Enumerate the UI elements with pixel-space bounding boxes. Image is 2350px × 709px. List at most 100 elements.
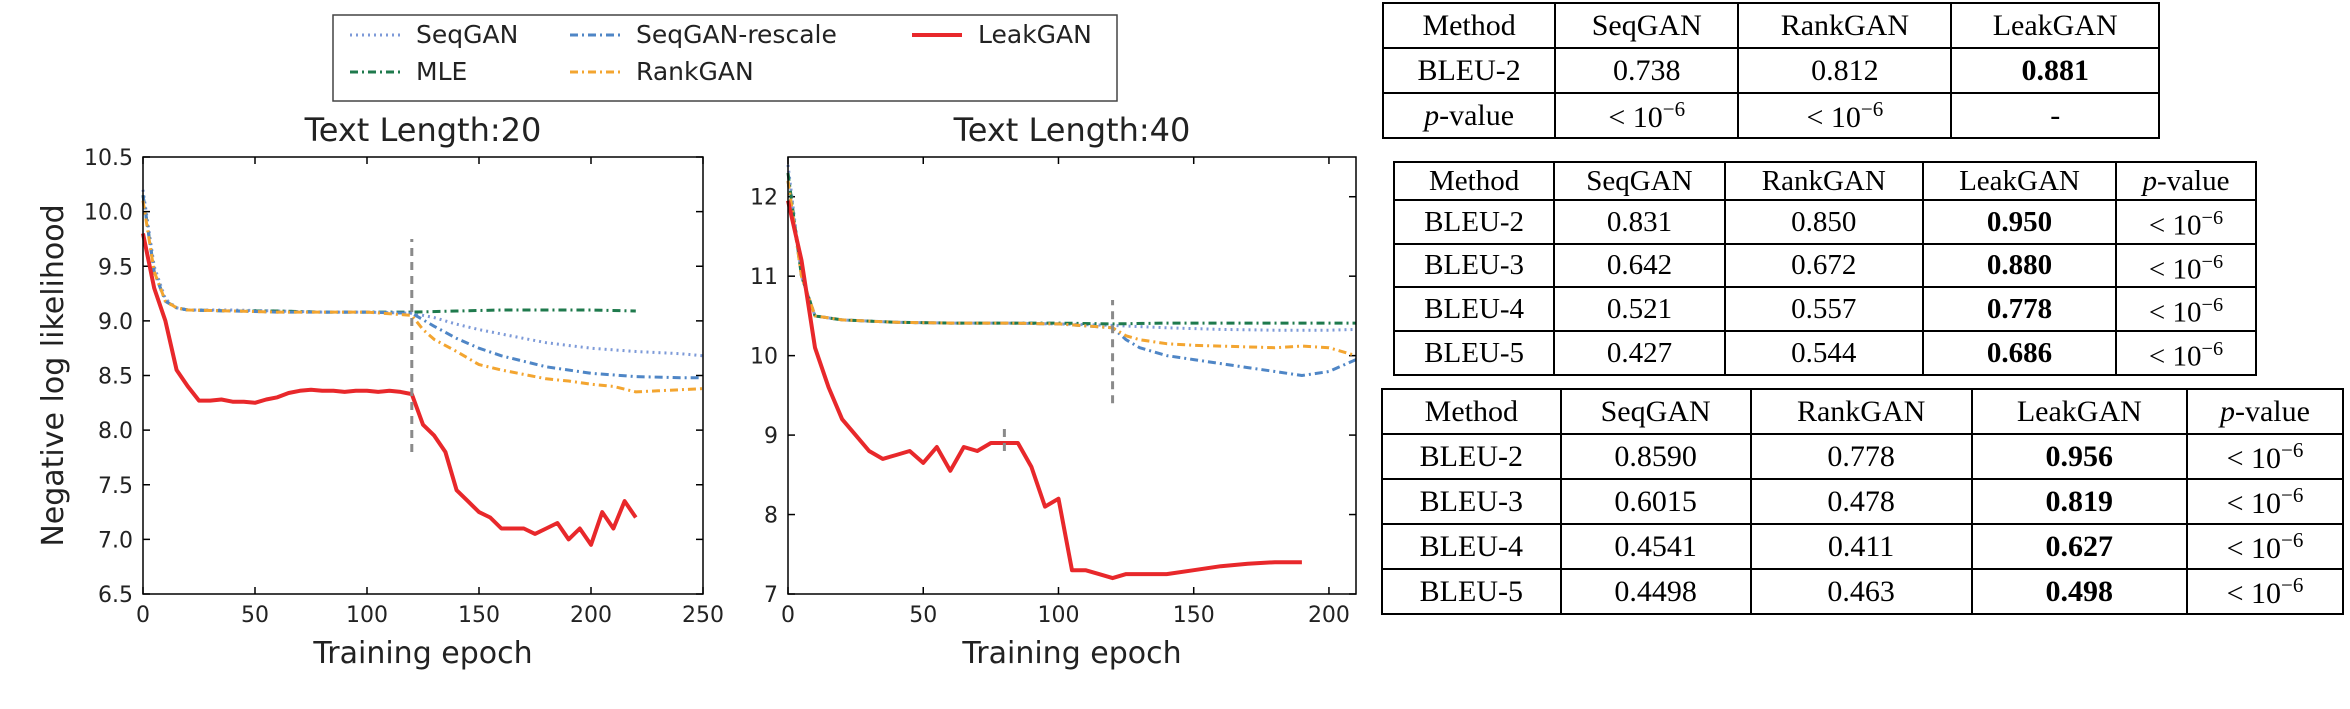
header-cell: p-value (2185, 388, 2345, 435)
legend-label-rankgan: RankGAN (636, 57, 754, 86)
series-mle-line (141, 194, 636, 314)
x-axis-label: Training epoch (961, 636, 1181, 671)
row-label: BLEU-5 (1381, 568, 1562, 615)
legend-box (332, 14, 1118, 102)
table-row: BLEU-2 0.831 0.850 0.950 < 10−6 (1392, 199, 2257, 245)
y-tick-label: 11 (750, 265, 778, 290)
table-cell: 0.4498 (1559, 568, 1752, 615)
table-row: p-value < 10−6 < 10−6- (1381, 92, 2160, 139)
table-cell: 0.686 (1921, 329, 2118, 376)
legend-label-mle: MLE (416, 57, 467, 86)
legend-label-seqgan: SeqGAN (416, 20, 518, 49)
table-cell: < 10−6 (2185, 523, 2345, 570)
table-row: BLEU-5 0.4498 0.463 0.498 < 10−6 (1381, 568, 2345, 615)
table-cell: 0.812 (1737, 47, 1953, 94)
table-cell: < 10−6 (1554, 92, 1740, 139)
table-row: BLEU-2 0.8590 0.778 0.956 < 10−6 (1381, 433, 2345, 480)
table-cell: 0.463 (1749, 568, 1973, 615)
table-cell: 0.627 (1970, 523, 2188, 570)
series-rankgan-line (141, 200, 704, 394)
y-tick-label: 10.5 (84, 146, 133, 171)
table-cell: 0.880 (1921, 242, 2118, 289)
table-cell: 0.478 (1749, 478, 1973, 525)
table-cell: 0.819 (1970, 478, 2188, 525)
plot-frame (787, 156, 1357, 595)
table-cell: 0.778 (1921, 286, 2118, 332)
x-axis-label: Training epoch (312, 636, 532, 671)
y-tick-label: 12 (750, 186, 778, 211)
table-cell: < 10−6 (1737, 92, 1953, 139)
table-row: BLEU-3 0.6015 0.478 0.819 < 10−6 (1381, 478, 2345, 525)
table-cell: < 10−6 (2115, 286, 2257, 332)
chart-title: Text Length:40 (953, 111, 1191, 149)
header-cell: Method (1381, 388, 1562, 435)
header-cell: SeqGAN (1554, 2, 1740, 49)
table-header-row: Method SeqGAN RankGAN LeakGAN p-value (1392, 161, 2257, 201)
x-tick-label: 100 (346, 603, 388, 628)
x-tick-label: 150 (1173, 603, 1215, 628)
table-row: BLEU-5 0.427 0.544 0.686 < 10−6 (1392, 329, 2257, 376)
row-label: p-value (1381, 92, 1557, 139)
y-tick-label: 6.5 (98, 583, 133, 608)
table-cell: < 10−6 (2185, 568, 2345, 615)
table-cell: < 10−6 (2185, 433, 2345, 480)
legend-label-leakgan: LeakGAN (978, 20, 1092, 49)
table-cell: 0.8590 (1559, 433, 1752, 480)
table-cell: < 10−6 (2185, 478, 2345, 525)
table-cell: 0.738 (1554, 47, 1740, 94)
table-cell: < 10−6 (2115, 242, 2257, 289)
table-row: BLEU-2 0.738 0.812 0.881 (1381, 47, 2160, 94)
series-leakgan-line (786, 200, 1302, 581)
table-cell: 0.557 (1723, 286, 1924, 332)
chart-1: Text Length:20 0 50 100 150 200 250 6.5 7.0 7.5 8.… (36, 111, 724, 671)
x-tick-label: 50 (909, 603, 937, 628)
y-tick-label: 7 (764, 583, 778, 608)
row-label: BLEU-3 (1392, 242, 1556, 289)
table-cell: 0.956 (1970, 433, 2188, 480)
table-cell: 0.544 (1723, 329, 1924, 376)
header-cell: Method (1381, 2, 1557, 49)
y-tick-label: 7.0 (98, 528, 133, 553)
table-cell: - (1950, 92, 2160, 139)
x-tick-label: 100 (1037, 603, 1079, 628)
table-row: BLEU-4 0.4541 0.411 0.627 < 10−6 (1381, 523, 2345, 570)
y-tick-label: 8.5 (98, 365, 133, 390)
header-cell: RankGAN (1749, 388, 1973, 435)
row-label: BLEU-5 (1392, 329, 1556, 376)
results-table-1: Method SeqGAN RankGAN LeakGAN BLEU-2 0.738 0.8… (1381, 2, 2160, 139)
x-tick-label: 150 (458, 603, 500, 628)
table-cell: < 10−6 (2115, 329, 2257, 376)
table-cell: 0.521 (1553, 286, 1726, 332)
charts-area: Text Length:200 50 100 150 200 2506.57.07.58.… (36, 14, 1357, 671)
header-cell: LeakGAN (1950, 2, 2160, 49)
y-tick-label: 9.5 (98, 255, 133, 280)
table-cell: < 10−6 (2115, 199, 2257, 245)
table-row: BLEU-4 0.521 0.557 0.778 < 10−6 (1392, 286, 2257, 332)
row-label: BLEU-2 (1392, 199, 1556, 245)
plot-frame (142, 156, 704, 595)
series-seqgan-line (141, 189, 704, 358)
table-header-row: Method SeqGAN RankGAN LeakGAN (1381, 2, 2160, 49)
row-label: BLEU-4 (1381, 523, 1562, 570)
table-cell: 0.778 (1749, 433, 1973, 480)
table-cell: 0.498 (1970, 568, 2188, 615)
row-label: BLEU-3 (1381, 478, 1562, 525)
y-tick-label: 8.0 (98, 419, 133, 444)
row-label: BLEU-2 (1381, 433, 1562, 480)
table-row: BLEU-3 0.642 0.672 0.880 < 10−6 (1392, 242, 2257, 289)
table-cell: 0.6015 (1559, 478, 1752, 525)
table-cell: 0.672 (1723, 242, 1924, 289)
series-leakgan-line (141, 233, 638, 547)
x-tick-label: 200 (570, 603, 612, 628)
series-seqgan-line (786, 164, 1357, 332)
table-cell: 0.427 (1553, 329, 1726, 376)
table-cell: 0.4541 (1559, 523, 1752, 570)
table-cell: 0.850 (1723, 199, 1924, 245)
y-tick-label: 8 (764, 504, 778, 529)
x-tick-label: 200 (1308, 603, 1350, 628)
header-cell: LeakGAN (1921, 161, 2118, 201)
x-tick-label: 0 (781, 603, 795, 628)
header-cell: SeqGAN (1559, 388, 1752, 435)
results-table-2: Method SeqGAN RankGAN LeakGAN p-value BLEU-2 0… (1392, 161, 2257, 376)
x-tick-label: 50 (241, 603, 269, 628)
